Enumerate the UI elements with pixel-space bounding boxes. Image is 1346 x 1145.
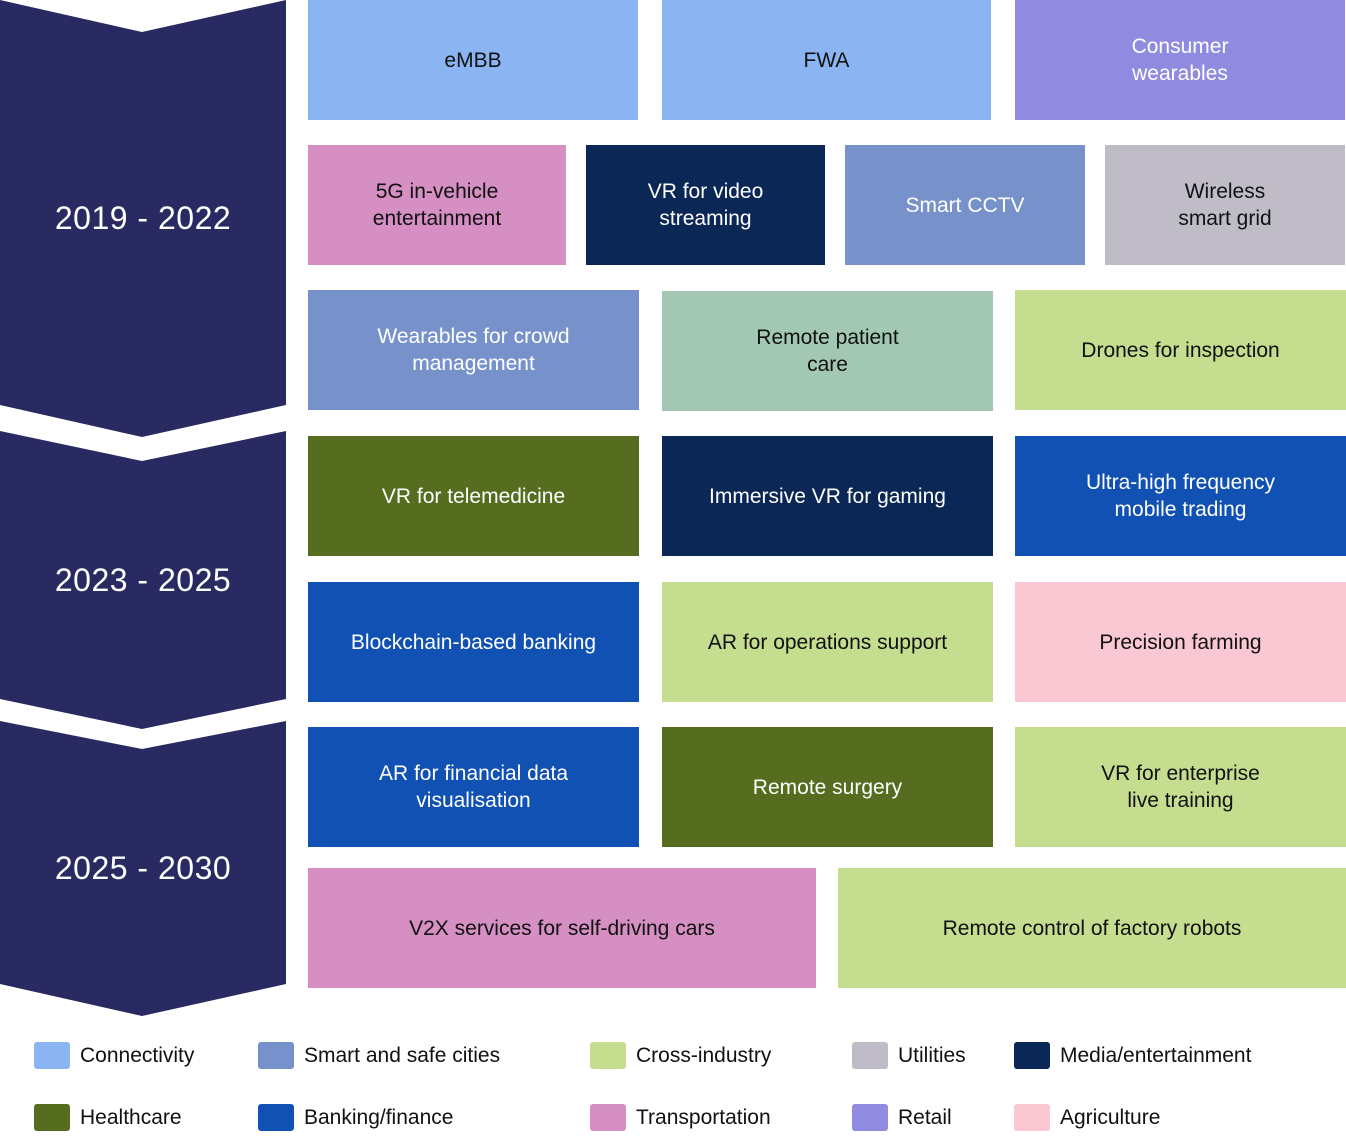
- legend-item-transportation: Transportation: [590, 1104, 771, 1131]
- legend-item-healthcare: Healthcare: [34, 1104, 182, 1131]
- legend-label: Retail: [898, 1105, 952, 1129]
- use-case-drones-inspection: Drones for inspection: [1015, 290, 1346, 410]
- legend-swatch: [1014, 1042, 1050, 1069]
- use-case-label: Blockchain-based banking: [350, 630, 597, 654]
- legend-swatch: [590, 1042, 626, 1069]
- use-case-label: V2X services for self-driving cars: [409, 916, 715, 940]
- legend-label: Banking/finance: [304, 1105, 454, 1129]
- legend-label: Connectivity: [80, 1043, 195, 1067]
- use-case-label: Wearables for crowd management: [377, 325, 570, 375]
- legend-swatch: [852, 1042, 888, 1069]
- use-case-label: Smart CCTV: [905, 193, 1025, 217]
- use-case-wireless-smart-grid: Wireless smart grid: [1105, 145, 1345, 265]
- use-case-ar-operations: AR for operations support: [662, 582, 993, 702]
- use-case-precision-farming: Precision farming: [1015, 582, 1346, 702]
- use-case-embb: eMBB: [308, 0, 638, 120]
- use-case-label: VR for telemedicine: [381, 484, 566, 508]
- use-case-label: Wireless smart grid: [1178, 180, 1272, 230]
- period-label: 2025 - 2030: [54, 850, 232, 886]
- legend-swatch: [258, 1042, 294, 1069]
- legend-label: Transportation: [636, 1105, 771, 1129]
- legend-label: Utilities: [898, 1043, 966, 1067]
- use-case-ar-financial-data: AR for financial data visualisation: [308, 727, 639, 847]
- legend-item-cross-industry: Cross-industry: [590, 1042, 771, 1069]
- period-label: 2023 - 2025: [54, 561, 232, 598]
- use-case-label: AR for financial data visualisation: [378, 762, 569, 812]
- use-case-label: VR for enterprise live training: [1101, 762, 1260, 812]
- use-case-smart-cctv: Smart CCTV: [845, 145, 1085, 265]
- use-case-remote-patient-care: Remote patient care: [662, 291, 993, 411]
- legend-swatch: [1014, 1104, 1050, 1131]
- use-case-label: eMBB: [444, 48, 502, 72]
- legend-label: Agriculture: [1060, 1105, 1161, 1129]
- legend-label: Smart and safe cities: [304, 1043, 501, 1067]
- period-chevron-1: 2019 - 2022: [0, 0, 286, 437]
- legend-item-retail: Retail: [852, 1104, 952, 1131]
- use-case-label: Immersive VR for gaming: [709, 484, 946, 508]
- use-case-5g-in-vehicle: 5G in-vehicle entertainment: [308, 145, 566, 265]
- legend-label: Healthcare: [80, 1105, 182, 1129]
- legend-item-media: Media/entertainment: [1014, 1042, 1251, 1069]
- legend-item-utilities: Utilities: [852, 1042, 966, 1069]
- legend-label: Media/entertainment: [1060, 1043, 1252, 1067]
- use-case-label: Remote surgery: [752, 775, 903, 799]
- period-chevron-2: 2023 - 2025: [0, 431, 286, 729]
- use-case-label: Consumer wearables: [1131, 35, 1229, 85]
- legend-swatch: [34, 1042, 70, 1069]
- legend-swatch: [590, 1104, 626, 1131]
- use-case-label: AR for operations support: [707, 630, 948, 654]
- period-chevron-3: 2025 - 2030: [0, 721, 286, 1016]
- use-case-fwa: FWA: [662, 0, 991, 120]
- legend-item-banking: Banking/finance: [258, 1104, 453, 1131]
- use-case-label: 5G in-vehicle entertainment: [372, 180, 502, 230]
- use-case-vr-telemedicine: VR for telemedicine: [308, 436, 639, 556]
- legend-swatch: [258, 1104, 294, 1131]
- legend-item-connectivity: Connectivity: [34, 1042, 194, 1069]
- use-case-remote-surgery: Remote surgery: [662, 727, 993, 847]
- legend-swatch: [34, 1104, 70, 1131]
- legend-item-agriculture: Agriculture: [1014, 1104, 1160, 1131]
- use-case-vr-enterprise-training: VR for enterprise live training: [1015, 727, 1346, 847]
- use-case-vr-video-streaming: VR for video streaming: [586, 145, 825, 265]
- period-label: 2019 - 2022: [54, 200, 232, 236]
- use-case-label: VR for video streaming: [647, 180, 764, 230]
- use-case-label: FWA: [803, 48, 850, 72]
- use-case-label: Drones for inspection: [1081, 338, 1280, 362]
- use-case-label: Remote patient care: [756, 326, 899, 376]
- use-case-v2x-services: V2X services for self-driving cars: [308, 868, 816, 988]
- legend-item-smart-cities: Smart and safe cities: [258, 1042, 500, 1069]
- legend-swatch: [852, 1104, 888, 1131]
- use-case-consumer-wearables: Consumer wearables: [1015, 0, 1345, 120]
- use-case-label: Remote control of factory robots: [942, 916, 1242, 940]
- use-case-label: Precision farming: [1099, 630, 1262, 654]
- legend-label: Cross-industry: [636, 1043, 772, 1067]
- use-case-blockchain-banking: Blockchain-based banking: [308, 582, 639, 702]
- use-case-mobile-trading: Ultra-high frequency mobile trading: [1015, 436, 1346, 556]
- use-case-wearables-crowd: Wearables for crowd management: [308, 290, 639, 410]
- use-case-factory-robots: Remote control of factory robots: [838, 868, 1346, 988]
- use-case-label: Ultra-high frequency mobile trading: [1085, 471, 1276, 521]
- use-case-immersive-vr-gaming: Immersive VR for gaming: [662, 436, 993, 556]
